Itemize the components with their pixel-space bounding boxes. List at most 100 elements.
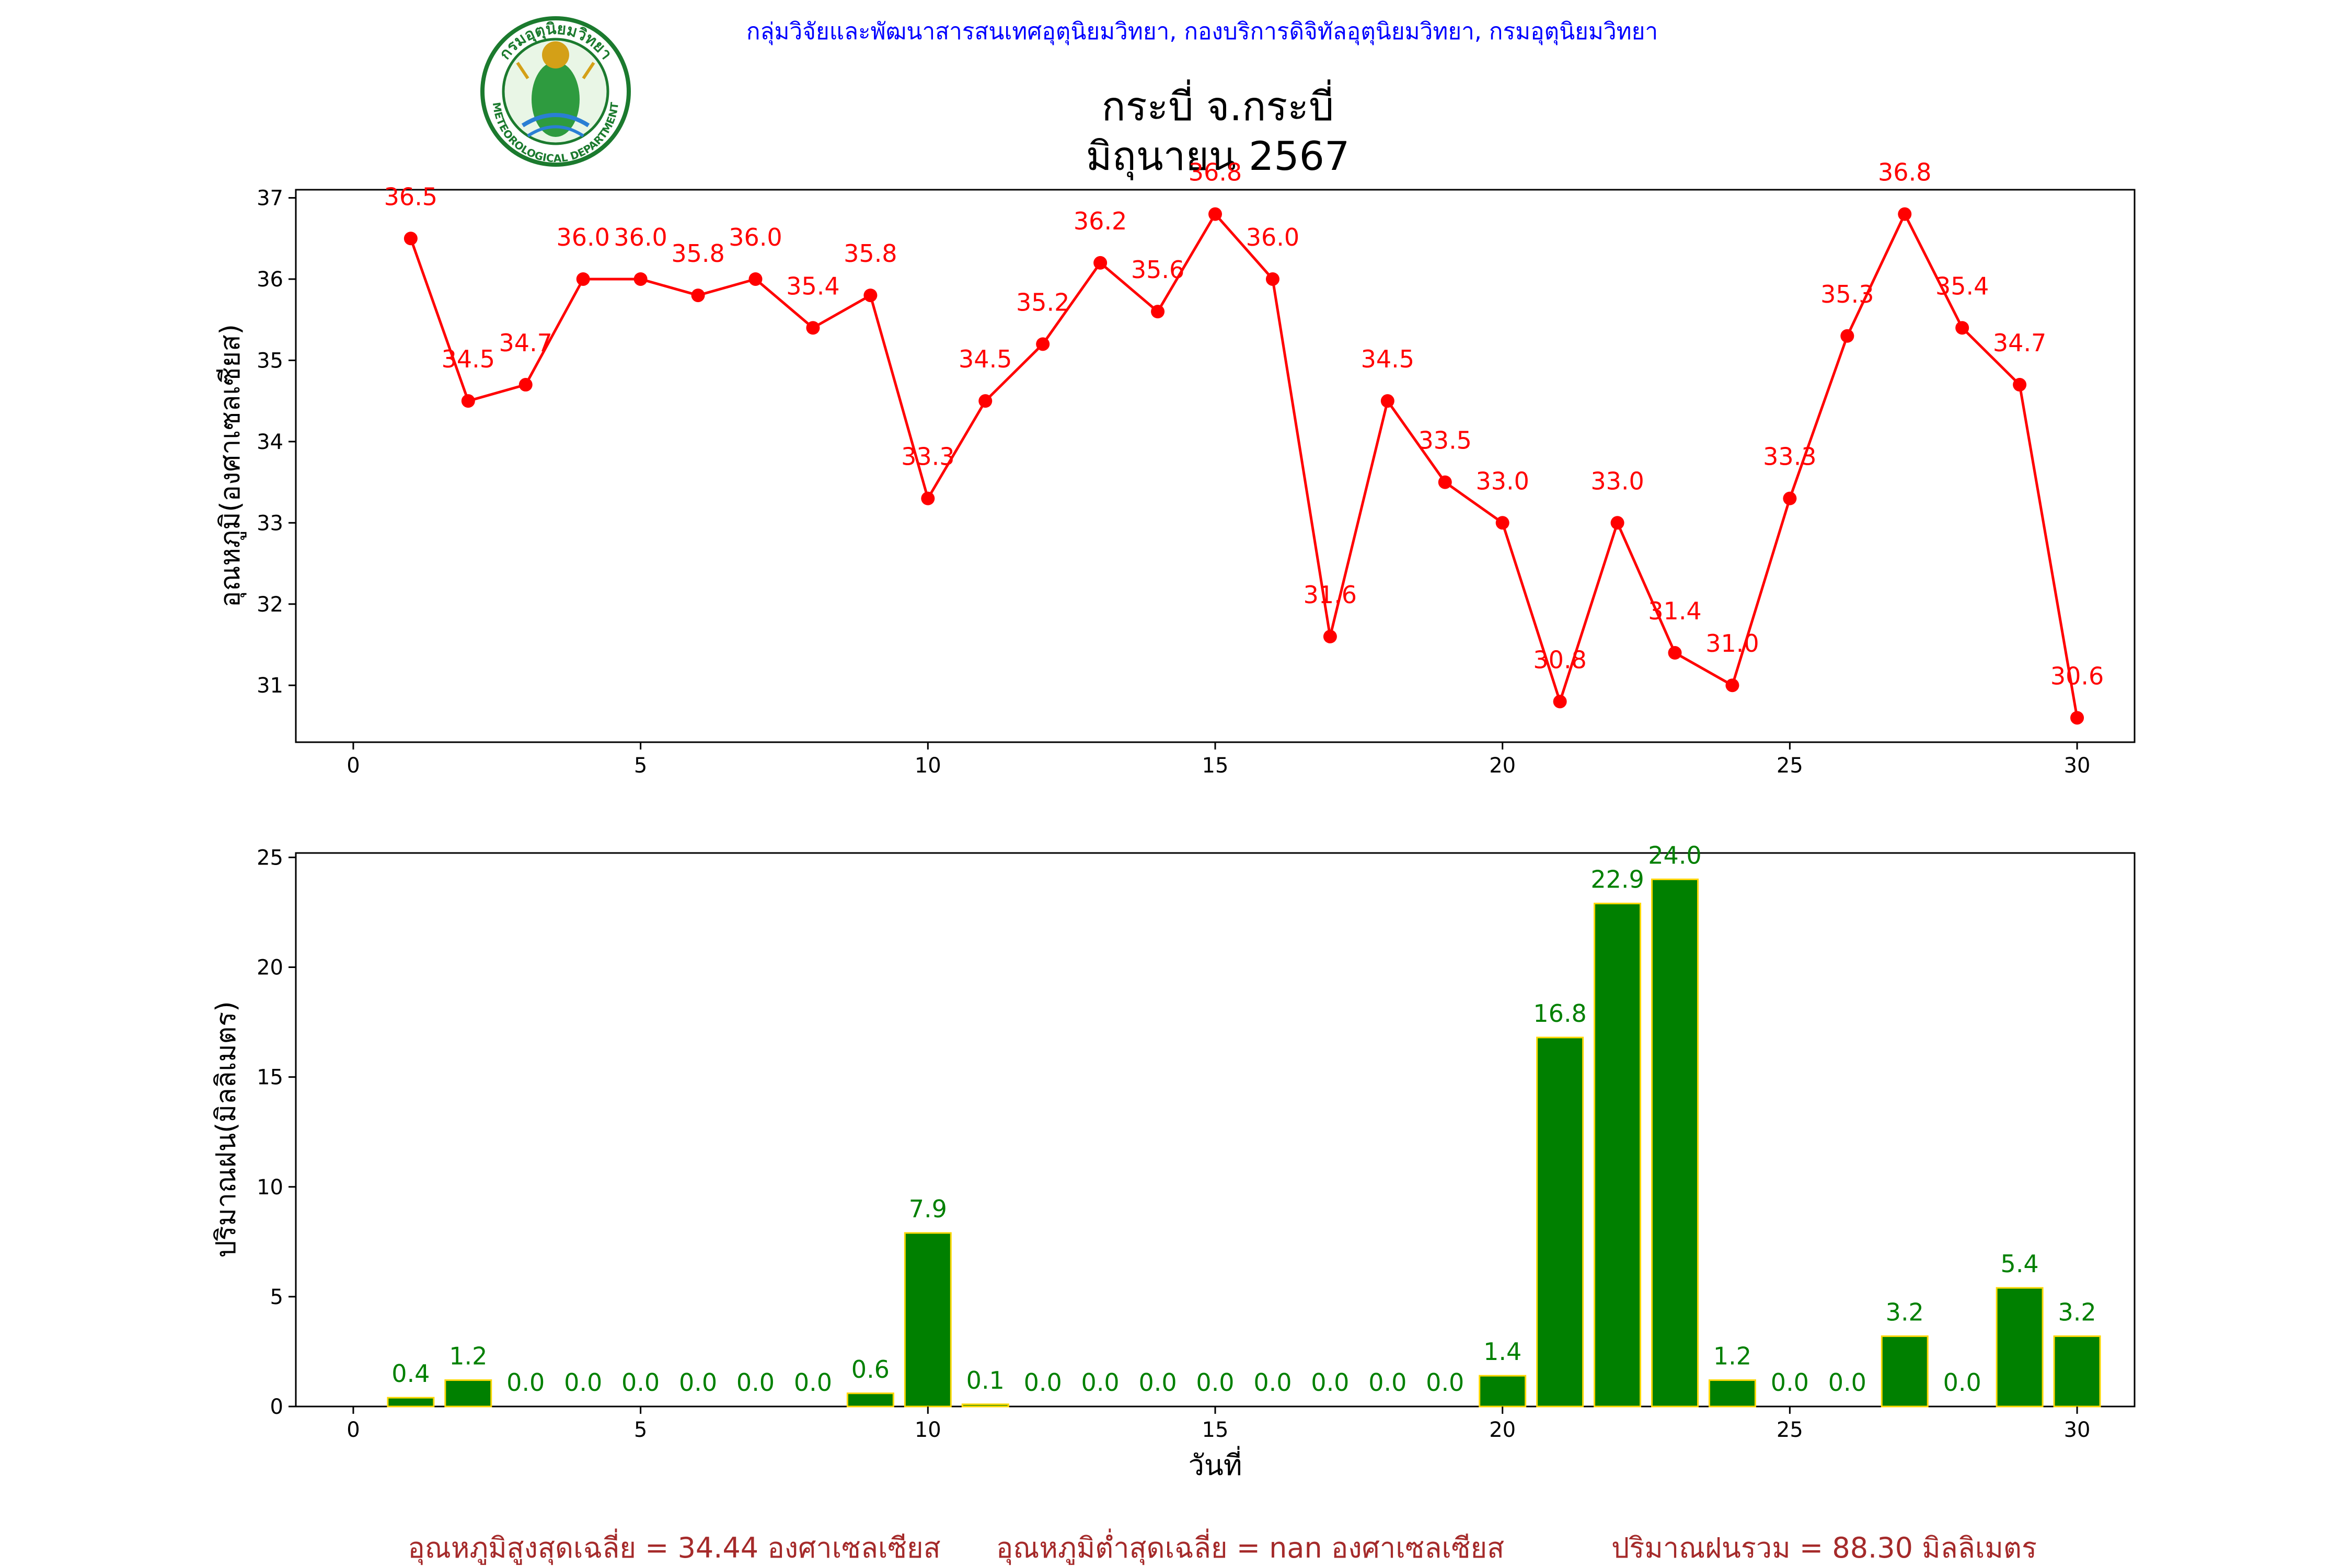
rainfall-bar [1536, 1036, 1584, 1408]
temperature-point [1553, 695, 1567, 709]
organization-line: กลุ่มวิจัยและพัฒนาสารสนเทศอุตุนิยมวิทยา,… [746, 18, 1658, 45]
rainfall-data-label: 0.6 [851, 1355, 890, 1383]
temperature-data-label: 36.0 [729, 223, 782, 251]
rainfall-bar [387, 1397, 435, 1408]
temperature-data-label: 31.6 [1304, 581, 1357, 609]
total-rainfall: ปริมาณฝนรวม = 88.30 มิลลิเมตร [1611, 1531, 2037, 1564]
rainfall-data-label: 0.0 [1138, 1368, 1177, 1397]
temperature-y-tick-label: 36 [257, 268, 283, 292]
rainfall-bar [1996, 1287, 2044, 1408]
rainfall-x-tick-label: 10 [915, 1418, 941, 1442]
temperature-data-label: 36.8 [1878, 158, 1931, 187]
temperature-data-label: 35.8 [671, 239, 724, 268]
temperature-point [1495, 516, 1509, 530]
rainfall-data-label: 1.2 [1713, 1342, 1751, 1370]
temperature-point [863, 289, 878, 303]
temperature-point [1380, 394, 1394, 408]
temperature-point [403, 232, 418, 246]
rainfall-bar [1708, 1379, 1756, 1408]
temperature-data-label: 34.5 [1361, 345, 1414, 373]
temperature-data-label: 35.4 [786, 272, 839, 300]
rainfall-y-tick-label: 5 [270, 1285, 283, 1309]
rainfall-data-label: 0.0 [1024, 1368, 1062, 1397]
rainfall-x-axis-label: วันที่ [1189, 1446, 1242, 1482]
meteorological-department-logo: กรมอุตุนิยมวิทยา METEOROLOGICAL DEPARTME… [480, 16, 631, 167]
temperature-point [1093, 256, 1108, 270]
temperature-x-tick-label: 10 [915, 754, 941, 778]
rainfall-y-tick-label: 20 [257, 956, 283, 980]
temperature-series-line [409, 211, 2079, 718]
average-min-temperature: อุณหภูมิต่ำสุดเฉลี่ย = nan องศาเซลเซียส [996, 1528, 1504, 1565]
temperature-point [1840, 329, 1854, 343]
temperature-data-label: 33.3 [901, 443, 954, 471]
temperature-point [518, 378, 533, 392]
rainfall-data-label: 0.0 [1828, 1368, 1866, 1397]
rainfall-data-label: 0.0 [794, 1368, 832, 1397]
temperature-point [1610, 516, 1624, 530]
temperature-data-label: 35.8 [844, 239, 897, 268]
temperature-point [1323, 629, 1337, 643]
temperature-x-tick-label: 5 [634, 754, 647, 778]
temperature-point [1438, 475, 1452, 489]
temperature-data-label: 33.3 [1763, 443, 1816, 471]
temperature-data-label: 35.2 [1016, 288, 1069, 316]
temperature-y-tick-label: 37 [257, 187, 283, 211]
rainfall-data-label: 0.1 [966, 1366, 1005, 1394]
temperature-point [1151, 305, 1165, 319]
temperature-data-label: 31.0 [1705, 629, 1759, 658]
rainfall-data-label: 16.8 [1533, 999, 1586, 1028]
rainfall-data-label: 0.0 [1426, 1368, 1464, 1397]
rainfall-bar [444, 1379, 492, 1408]
rainfall-data-label: 1.2 [449, 1342, 487, 1370]
rainfall-x-tick-label: 15 [1202, 1418, 1229, 1442]
rainfall-data-label: 7.9 [909, 1195, 947, 1223]
temperature-x-tick-label: 25 [1777, 754, 1803, 778]
rainfall-bar [961, 1403, 1009, 1408]
temperature-data-label: 33.5 [1419, 426, 1472, 455]
rainfall-data-label: 5.4 [2001, 1250, 2039, 1278]
rainfall-x-tick-label: 30 [2064, 1418, 2091, 1442]
rainfall-bar [1881, 1335, 1929, 1408]
rainfall-y-tick-label: 25 [257, 846, 283, 870]
rainfall-x-tick-label: 0 [347, 1418, 360, 1442]
temperature-y-axis-label: อุณหภูมิ(องศาเซลเซียส) [215, 324, 247, 607]
temperature-data-label: 36.0 [614, 223, 667, 251]
temperature-x-tick-label: 30 [2064, 754, 2091, 778]
rainfall-data-label: 0.0 [679, 1368, 717, 1397]
rainfall-bar [1479, 1375, 1527, 1408]
rainfall-x-tick-label: 20 [1489, 1418, 1516, 1442]
temperature-data-label: 35.4 [1935, 272, 1989, 300]
temperature-y-tick-label: 34 [257, 430, 283, 454]
temperature-point [461, 394, 475, 408]
temperature-y-tick-label: 35 [257, 349, 283, 373]
temperature-point [1783, 491, 1797, 505]
rainfall-data-label: 0.0 [1311, 1368, 1349, 1397]
rainfall-data-label: 0.0 [621, 1368, 660, 1397]
temperature-point [2013, 378, 2027, 392]
temperature-data-label: 33.0 [1590, 467, 1644, 495]
rainfall-data-label: 0.4 [391, 1359, 430, 1388]
temperature-point [1208, 207, 1222, 221]
temperature-point [806, 321, 820, 335]
rainfall-data-label: 0.0 [564, 1368, 602, 1397]
temperature-data-label: 36.0 [1246, 223, 1299, 251]
rainfall-y-axis-label: ปริมาณฝน(มิลลิเมตร) [211, 1001, 242, 1258]
temperature-data-label: 34.7 [499, 329, 552, 357]
temperature-point [978, 394, 993, 408]
rainfall-y-tick-label: 0 [270, 1395, 283, 1419]
temperature-data-label: 34.5 [959, 345, 1012, 373]
rainfall-data-label: 0.0 [1368, 1368, 1406, 1397]
rainfall-data-label: 0.0 [506, 1368, 545, 1397]
temperature-point [921, 491, 935, 505]
temperature-y-tick-label: 33 [257, 511, 283, 535]
temperature-data-label: 30.6 [2050, 662, 2104, 690]
rainfall-data-label: 24.0 [1648, 841, 1701, 869]
rainfall-data-label: 0.0 [736, 1368, 775, 1397]
rainfall-chart: 0.4 1.2 0.0 0.0 0.0 0.0 0.0 0.0 0.6 7.9 0.1 0.0 0.0 0… [211, 841, 2136, 1482]
temperature-point [1036, 337, 1050, 351]
chart-title-station: กระบี่ จ.กระบี่ [1102, 79, 1334, 130]
temperature-x-tick-label: 0 [347, 754, 360, 778]
